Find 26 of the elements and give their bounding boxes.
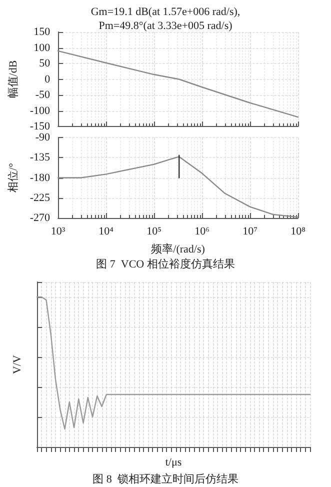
x-axis-title: 频率/(rad/s) <box>151 242 206 256</box>
x-tick-label: 10⁸ <box>290 226 306 238</box>
y-tick-label: -270 <box>30 212 51 224</box>
y-tick-label: -90 <box>35 132 51 144</box>
caption: 图 8 锁相环建立时间后仿结果 <box>92 472 238 486</box>
y-tick-label: -225 <box>30 192 51 204</box>
y-axis-title: 相位/° <box>6 163 20 192</box>
y-axis-title: 幅值/dB <box>8 60 20 98</box>
x-tick-label: 10⁴ <box>98 226 114 238</box>
y-tick-label: 0 <box>44 73 51 86</box>
y-tick-label: -135 <box>30 152 51 164</box>
x-tick-label: 10³ <box>50 226 66 238</box>
x-axis-title: t/μs <box>165 456 182 468</box>
y-tick-label: -100 <box>30 104 51 117</box>
y-tick-label: -180 <box>30 172 51 184</box>
y-tick-label: 150 <box>34 26 51 38</box>
x-tick-label: 10⁶ <box>194 226 210 238</box>
y-axis-title: V/V <box>12 354 24 374</box>
y-tick-label: -150 <box>30 120 51 132</box>
y-tick-label: 100 <box>34 42 51 54</box>
x-tick-label: 10⁷ <box>242 226 258 238</box>
caption: 图 7 VCO 相位裕度仿真结果 <box>96 258 235 270</box>
y-tick-label: 50 <box>39 58 51 70</box>
x-tick-label: 10⁵ <box>146 226 162 238</box>
chart-title: Gm=19.1 dB(at 1.57e+006 rad/s), Pm=49.8°(at 3.33e+005 rad/s) <box>90 6 240 32</box>
y-tick-label: -50 <box>35 89 51 101</box>
